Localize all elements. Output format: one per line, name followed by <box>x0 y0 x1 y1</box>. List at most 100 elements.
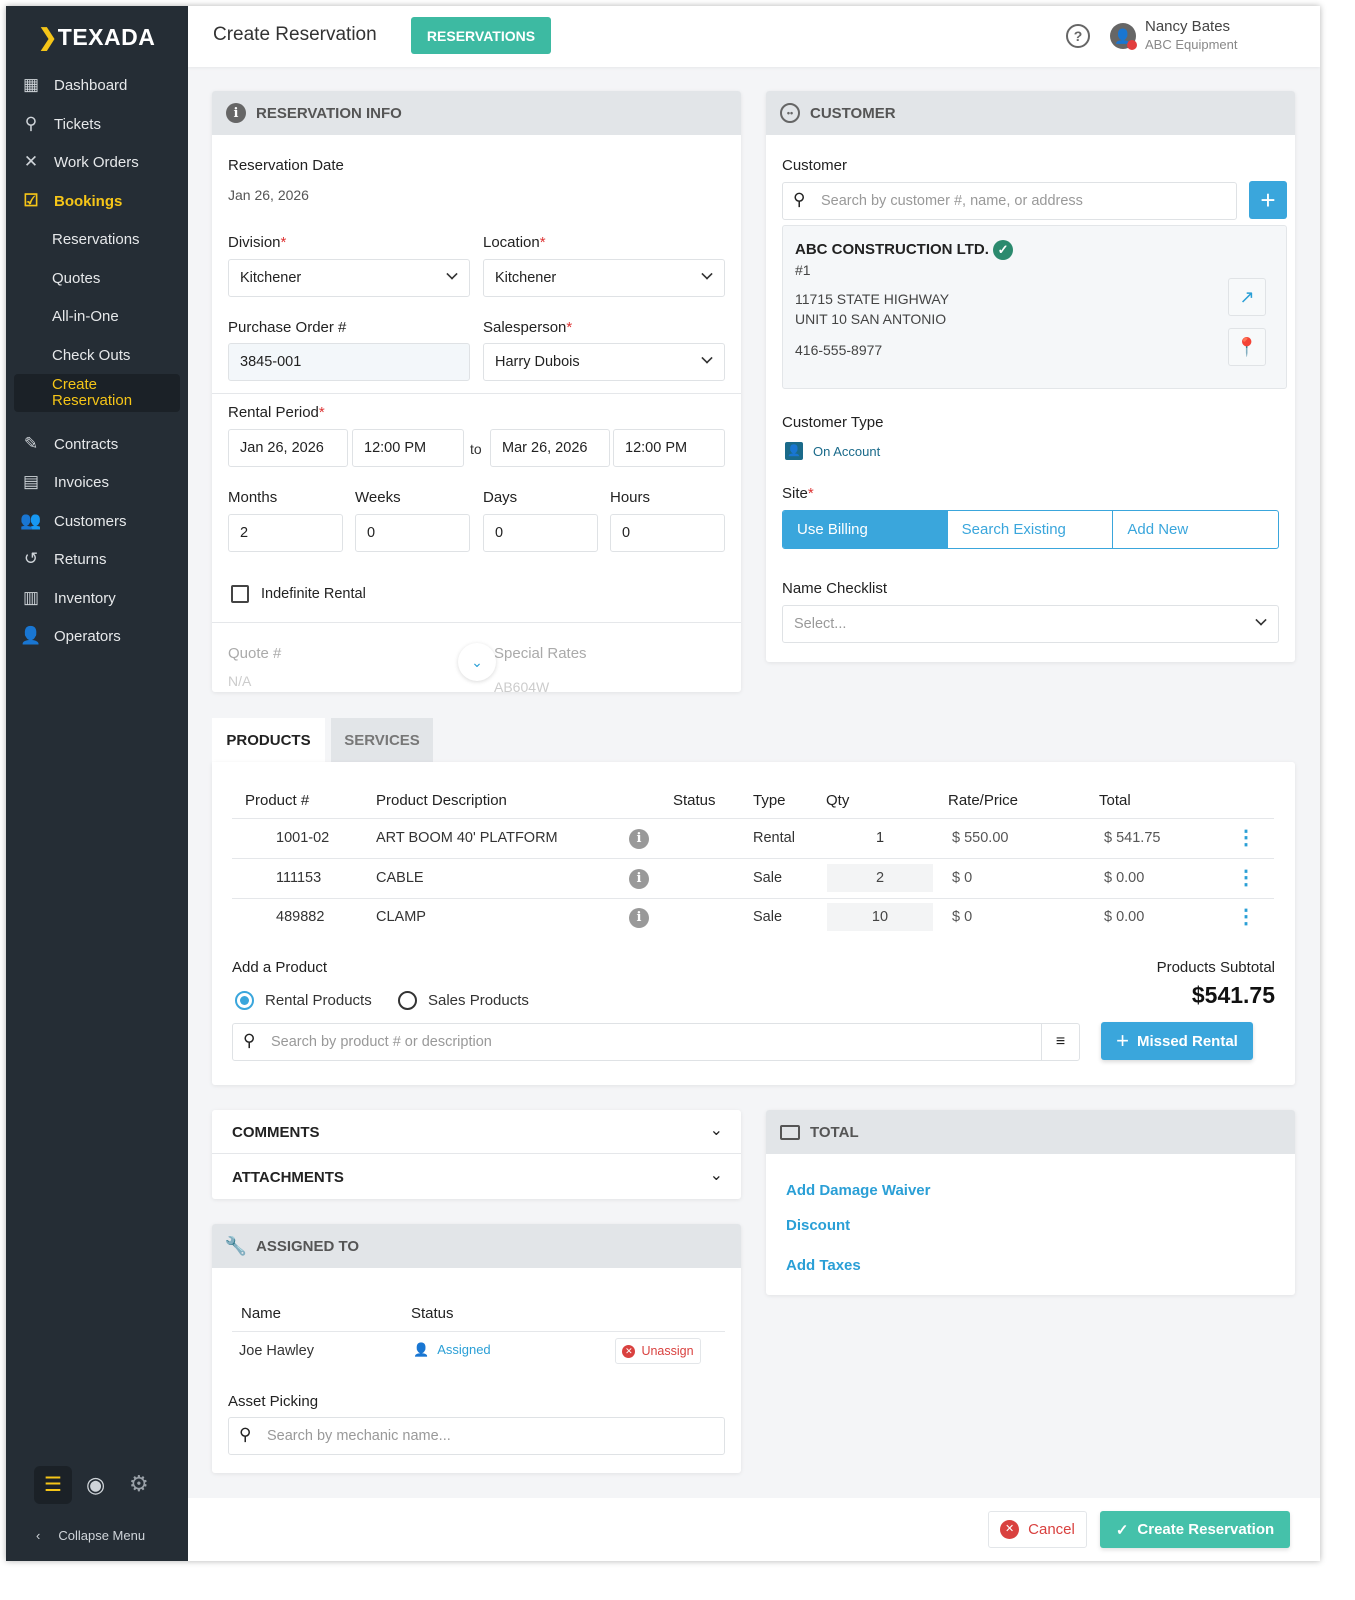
quote-value: N/A <box>228 673 252 689</box>
rental-period-label: Rental Period* <box>228 404 325 421</box>
asset-picking-label: Asset Picking <box>228 1393 319 1410</box>
divider <box>232 898 1274 899</box>
sidebar-item-operators[interactable]: 👤 Operators <box>20 626 121 645</box>
product-total: $ 541.75 <box>1104 830 1161 846</box>
customer-address-line1: 11715 STATE HIGHWAY <box>795 291 950 307</box>
product-number-link[interactable]: 111153 <box>276 870 322 886</box>
info-icon[interactable]: i <box>629 908 649 928</box>
map-pin-icon[interactable]: 📍 <box>1228 328 1266 366</box>
chevron-left-icon: ‹ <box>36 1528 41 1543</box>
account-icon: 👤 <box>785 442 803 460</box>
location-select[interactable]: Kitchener <box>483 259 725 297</box>
cancel-button[interactable]: ✕ Cancel <box>988 1511 1087 1548</box>
product-number-link[interactable]: 1001-02 <box>276 830 330 846</box>
info-icon[interactable]: i <box>629 869 649 889</box>
tab-products[interactable]: PRODUCTS <box>212 718 325 763</box>
rental-products-radio[interactable] <box>235 991 254 1010</box>
sidebar-item-quotes[interactable]: Quotes <box>52 269 101 287</box>
start-time-input[interactable]: 12:00 PM <box>352 429 464 467</box>
end-time-input[interactable]: 12:00 PM <box>613 429 725 467</box>
sidebar-item-reservations[interactable]: Reservations <box>52 230 140 248</box>
divider <box>232 858 1274 859</box>
salesperson-select[interactable]: Harry Dubois <box>483 343 725 381</box>
salesperson-label: Salesperson* <box>483 319 573 336</box>
product-description: CABLE <box>376 870 424 886</box>
mechanic-search-input[interactable]: ⚲ Search by mechanic name... <box>228 1417 725 1455</box>
list-view-icon[interactable]: ☰ <box>34 1466 72 1504</box>
hours-input[interactable]: 0 <box>610 514 725 552</box>
quote-label: Quote # <box>228 645 282 662</box>
weeks-input[interactable]: 0 <box>355 514 470 552</box>
sales-products-radio[interactable] <box>398 991 417 1010</box>
customer-card: ABC CONSTRUCTION LTD. ✓ #1 11715 STATE H… <box>782 225 1287 389</box>
avatar[interactable]: 👤 <box>1110 23 1137 50</box>
division-label: Division* <box>228 234 287 251</box>
texada-logo[interactable]: ❯TEXADA <box>38 24 156 50</box>
aperture-icon[interactable]: ◉ <box>86 1472 106 1497</box>
to-label: to <box>470 441 482 457</box>
days-input[interactable]: 0 <box>483 514 598 552</box>
help-icon[interactable]: ? <box>1066 24 1090 48</box>
row-menu-icon[interactable]: ⋮ <box>1236 906 1256 928</box>
sidebar-item-inventory[interactable]: ▥ Inventory <box>6 580 188 616</box>
name-checklist-select[interactable]: Select... <box>782 605 1279 643</box>
unassign-button[interactable]: ✕ Unassign <box>615 1338 701 1364</box>
sidebar-item-create-reservation[interactable]: Create Reservation <box>14 374 180 412</box>
product-qty-input[interactable]: 2 <box>827 864 933 892</box>
site-use-billing-button[interactable]: Use Billing <box>783 511 948 548</box>
sidebar-item-contracts[interactable]: ✎ Contracts <box>6 426 188 462</box>
product-qty-input[interactable]: 10 <box>827 903 933 931</box>
tab-services[interactable]: SERVICES <box>331 718 433 763</box>
create-reservation-button[interactable]: ✓ Create Reservation <box>1100 1511 1290 1548</box>
po-label: Purchase Order # <box>228 319 347 336</box>
sidebar-item-dashboard[interactable]: ▦ Dashboard <box>6 67 188 103</box>
gear-icon[interactable]: ⚙ <box>129 1471 149 1496</box>
sidebar-item-work-orders[interactable]: ✕ Work Orders <box>6 144 188 180</box>
po-input[interactable]: 3845-001 <box>228 343 470 381</box>
reservation-date-label: Reservation Date <box>228 157 344 174</box>
comments-accordion[interactable]: COMMENTS ⌄ <box>212 1110 741 1154</box>
site-add-new-button[interactable]: Add New <box>1127 521 1189 538</box>
start-date-input[interactable]: Jan 26, 2026 <box>228 429 348 467</box>
filter-icon[interactable]: ≡ <box>1041 1024 1079 1060</box>
chevron-down-icon <box>1255 614 1267 626</box>
product-number-link[interactable]: 489882 <box>276 909 325 925</box>
check-icon: ✓ <box>1115 1521 1129 1539</box>
collapse-menu-button[interactable]: ‹ Collapse Menu <box>36 1528 146 1543</box>
expand-chevron-icon[interactable]: ⌄ <box>458 643 496 681</box>
add-customer-button[interactable]: + <box>1249 181 1287 219</box>
chevron-down-icon: ⌄ <box>709 1167 723 1184</box>
col-rate-price: Rate/Price <box>948 792 1019 809</box>
open-external-icon[interactable]: ↗ <box>1228 278 1266 316</box>
discount-link[interactable]: Discount <box>786 1217 851 1234</box>
attachments-accordion[interactable]: ATTACHMENTS ⌄ <box>232 1167 723 1186</box>
sidebar-item-tickets[interactable]: ⚲ Tickets <box>6 106 188 142</box>
sidebar-item-invoices[interactable]: ▤ Invoices <box>6 464 188 500</box>
site-search-existing-button[interactable]: Search Existing <box>948 511 1114 548</box>
sidebar-item-returns[interactable]: ↺ Returns <box>6 541 188 577</box>
product-search-input[interactable]: ⚲ Search by product # or description ≡ <box>232 1023 1080 1061</box>
indefinite-rental-checkbox[interactable] <box>231 585 249 603</box>
product-qty[interactable]: 1 <box>876 830 885 846</box>
credit-card-icon <box>780 1124 800 1140</box>
sidebar-item-customers[interactable]: 👥 Customers <box>20 511 127 530</box>
row-menu-icon[interactable]: ⋮ <box>1236 867 1256 889</box>
sidebar-item-all-in-one[interactable]: All-in-One <box>52 307 119 325</box>
row-menu-icon[interactable]: ⋮ <box>1236 827 1256 849</box>
customers-icon: 👥 <box>20 511 42 530</box>
top-header: Create Reservation RESERVATIONS ? 👤 Nanc… <box>188 6 1320 67</box>
division-select[interactable]: Kitchener <box>228 259 470 297</box>
reservations-badge-button[interactable]: RESERVATIONS <box>411 17 551 54</box>
customer-number: #1 <box>795 262 811 278</box>
customer-name: ABC CONSTRUCTION LTD. ✓ <box>795 240 1014 260</box>
add-damage-waiver-link[interactable]: Add Damage Waiver <box>786 1182 931 1199</box>
end-date-input[interactable]: Mar 26, 2026 <box>490 429 610 467</box>
missed-rental-button[interactable]: + Missed Rental <box>1101 1022 1253 1060</box>
customer-search-input[interactable]: ⚲ Search by customer #, name, or address <box>782 182 1237 220</box>
months-input[interactable]: 2 <box>228 514 343 552</box>
add-taxes-link[interactable]: Add Taxes <box>786 1257 861 1274</box>
sidebar-item-bookings[interactable]: ☑ Bookings <box>6 183 188 219</box>
info-icon[interactable]: i <box>629 829 649 849</box>
sidebar-item-check-outs[interactable]: Check Outs <box>52 346 131 364</box>
footer-bar: ✕ Cancel ✓ Create Reservation <box>188 1498 1320 1561</box>
